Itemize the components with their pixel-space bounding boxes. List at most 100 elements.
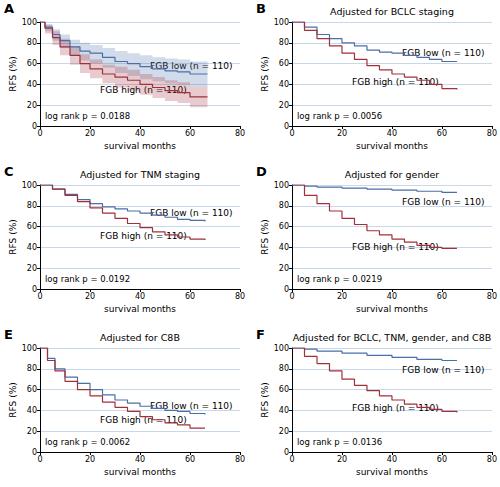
svg-text:RFS (%): RFS (%) [260, 219, 270, 254]
svg-text:Adjusted for BCLC, TNM, gender: Adjusted for BCLC, TNM, gender, and C8B [293, 332, 492, 343]
svg-text:40: 40 [279, 406, 289, 415]
svg-text:40: 40 [135, 292, 145, 301]
svg-text:0: 0 [289, 129, 294, 138]
svg-text:60: 60 [27, 222, 37, 231]
svg-text:40: 40 [27, 243, 37, 252]
svg-text:60: 60 [279, 59, 289, 68]
svg-text:RFS (%): RFS (%) [260, 382, 270, 417]
svg-text:80: 80 [235, 292, 245, 301]
svg-text:log rank p = 0.0062: log rank p = 0.0062 [45, 437, 130, 447]
svg-text:RFS (%): RFS (%) [260, 56, 270, 91]
svg-text:FGB low (n = 110): FGB low (n = 110) [150, 208, 233, 218]
svg-text:20: 20 [27, 101, 37, 110]
svg-text:20: 20 [337, 455, 347, 464]
svg-text:FGB low (n = 110): FGB low (n = 110) [402, 197, 485, 207]
svg-text:survival months: survival months [104, 141, 176, 151]
svg-text:FGB low (n = 110): FGB low (n = 110) [402, 48, 485, 58]
svg-text:0: 0 [32, 448, 37, 457]
svg-text:80: 80 [279, 201, 289, 210]
svg-text:Adjusted for TNM staging: Adjusted for TNM staging [80, 169, 200, 180]
svg-text:survival months: survival months [356, 467, 428, 477]
svg-text:survival months: survival months [104, 304, 176, 314]
svg-text:0: 0 [32, 122, 37, 131]
svg-text:40: 40 [27, 406, 37, 415]
svg-text:80: 80 [279, 38, 289, 47]
svg-text:100: 100 [274, 181, 289, 190]
svg-text:20: 20 [27, 427, 37, 436]
svg-text:0: 0 [37, 455, 42, 464]
svg-text:20: 20 [279, 101, 289, 110]
svg-text:40: 40 [135, 129, 145, 138]
svg-text:80: 80 [235, 129, 245, 138]
svg-text:0: 0 [284, 285, 289, 294]
svg-text:60: 60 [279, 385, 289, 394]
svg-text:C: C [4, 164, 14, 179]
svg-text:60: 60 [27, 385, 37, 394]
svg-text:20: 20 [279, 264, 289, 273]
svg-text:survival months: survival months [356, 304, 428, 314]
svg-text:log rank p = 0.0188: log rank p = 0.0188 [45, 111, 130, 121]
svg-text:log rank p = 0.0192: log rank p = 0.0192 [45, 274, 130, 284]
svg-text:E: E [4, 327, 13, 342]
svg-text:40: 40 [387, 455, 397, 464]
svg-text:100: 100 [22, 344, 37, 353]
svg-text:Adjusted for BCLC staging: Adjusted for BCLC staging [330, 6, 454, 17]
svg-text:log rank p = 0.0136: log rank p = 0.0136 [297, 437, 382, 447]
svg-text:FGB low (n = 110): FGB low (n = 110) [150, 401, 233, 411]
svg-text:FGB high (n = 110): FGB high (n = 110) [352, 403, 439, 413]
svg-text:20: 20 [85, 292, 95, 301]
svg-text:RFS (%): RFS (%) [8, 219, 18, 254]
svg-text:log rank p = 0.0219: log rank p = 0.0219 [297, 274, 382, 284]
svg-text:20: 20 [337, 129, 347, 138]
svg-text:20: 20 [279, 427, 289, 436]
svg-text:survival months: survival months [104, 467, 176, 477]
svg-text:B: B [256, 1, 266, 16]
svg-text:FGB high (n = 110): FGB high (n = 110) [352, 242, 439, 252]
svg-text:0: 0 [37, 129, 42, 138]
svg-text:40: 40 [279, 243, 289, 252]
svg-text:60: 60 [437, 129, 447, 138]
svg-text:0: 0 [32, 285, 37, 294]
svg-text:20: 20 [85, 455, 95, 464]
svg-text:60: 60 [437, 455, 447, 464]
svg-text:80: 80 [487, 129, 497, 138]
svg-text:Adjusted for gender: Adjusted for gender [345, 169, 439, 180]
svg-text:FGB low (n = 110): FGB low (n = 110) [402, 365, 485, 375]
svg-text:FGB high (n = 110): FGB high (n = 110) [352, 77, 439, 87]
svg-text:100: 100 [22, 18, 37, 27]
svg-text:80: 80 [235, 455, 245, 464]
svg-text:80: 80 [27, 38, 37, 47]
svg-text:60: 60 [27, 59, 37, 68]
svg-text:40: 40 [27, 80, 37, 89]
svg-text:80: 80 [487, 455, 497, 464]
svg-text:Adjusted for C8B: Adjusted for C8B [100, 332, 180, 343]
svg-text:F: F [256, 327, 265, 342]
svg-text:20: 20 [27, 264, 37, 273]
svg-text:100: 100 [274, 18, 289, 27]
svg-text:40: 40 [387, 292, 397, 301]
svg-text:0: 0 [289, 292, 294, 301]
svg-text:0: 0 [284, 122, 289, 131]
svg-text:survival months: survival months [356, 141, 428, 151]
svg-text:80: 80 [279, 364, 289, 373]
svg-text:log rank p = 0.0056: log rank p = 0.0056 [297, 111, 382, 121]
svg-text:RFS (%): RFS (%) [8, 382, 18, 417]
svg-text:20: 20 [337, 292, 347, 301]
svg-text:0: 0 [37, 292, 42, 301]
svg-text:100: 100 [274, 344, 289, 353]
svg-text:40: 40 [387, 129, 397, 138]
svg-text:RFS (%): RFS (%) [8, 56, 18, 91]
svg-text:80: 80 [487, 292, 497, 301]
svg-text:100: 100 [22, 181, 37, 190]
svg-text:D: D [256, 164, 267, 179]
svg-text:60: 60 [185, 292, 195, 301]
svg-text:A: A [4, 1, 14, 16]
svg-text:40: 40 [135, 455, 145, 464]
svg-text:40: 40 [279, 80, 289, 89]
svg-text:80: 80 [27, 364, 37, 373]
svg-text:60: 60 [185, 455, 195, 464]
svg-text:0: 0 [289, 455, 294, 464]
svg-text:80: 80 [27, 201, 37, 210]
svg-text:60: 60 [437, 292, 447, 301]
svg-text:60: 60 [279, 222, 289, 231]
